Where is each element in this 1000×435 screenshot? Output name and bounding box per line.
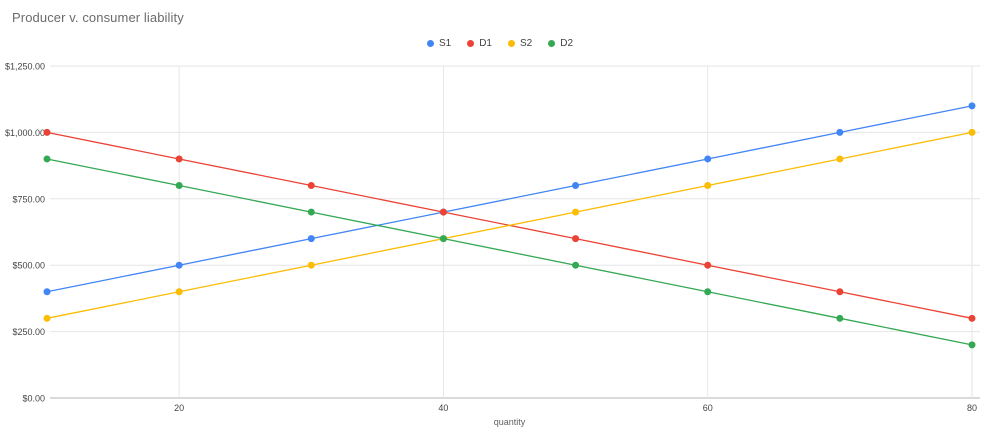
data-point-D1	[968, 314, 976, 322]
data-point-D1	[836, 288, 844, 296]
data-point-S1	[43, 288, 51, 296]
data-point-D1	[43, 128, 51, 136]
series-line-D2	[46, 158, 973, 346]
data-point-D1	[307, 182, 315, 190]
data-point-S2	[307, 261, 315, 269]
x-tick-label: 40	[438, 403, 448, 413]
y-tick-label: $1,250.00	[5, 62, 45, 72]
data-point-D2	[307, 208, 315, 216]
data-point-D2	[836, 314, 844, 322]
legend-item-s2[interactable]: S2	[508, 38, 532, 49]
data-point-S2	[43, 314, 51, 322]
data-point-S2	[175, 288, 183, 296]
data-point-D1	[572, 235, 580, 243]
y-tick-label: $500.00	[12, 261, 45, 271]
y-tick-label: $1,000.00	[5, 128, 45, 138]
data-point-D2	[704, 288, 712, 296]
x-tick-label: 80	[967, 403, 977, 413]
data-point-D2	[43, 155, 51, 163]
legend-label: D2	[560, 38, 574, 49]
series-line-S1	[46, 105, 973, 293]
data-point-D1	[175, 155, 183, 163]
legend-label: S2	[520, 38, 533, 49]
data-point-S2	[572, 208, 580, 216]
data-point-S1	[704, 155, 712, 163]
x-tick-label: 20	[174, 403, 184, 413]
y-tick-label: $250.00	[12, 327, 45, 337]
data-point-S2	[968, 128, 976, 136]
data-point-S1	[307, 235, 315, 243]
data-point-D2	[175, 182, 183, 190]
series-line-S2	[46, 131, 973, 319]
legend-dot-icon	[508, 40, 515, 47]
legend-label: S1	[438, 38, 452, 49]
y-tick-label: $750.00	[12, 194, 45, 204]
data-point-D1	[439, 208, 447, 216]
legend-item-d1[interactable]: D1	[467, 38, 492, 49]
data-point-S1	[175, 261, 183, 269]
legend-label: D1	[479, 38, 492, 49]
legend-dot-icon	[426, 40, 434, 47]
legend-item-d2[interactable]: D2	[548, 38, 573, 49]
x-tick-label: 60	[703, 403, 713, 413]
data-point-S1	[968, 102, 976, 110]
data-point-D2	[572, 261, 580, 269]
y-tick-label: $0.00	[22, 394, 45, 404]
data-point-D1	[704, 261, 712, 269]
legend-dot-icon	[548, 40, 556, 47]
data-point-S2	[704, 182, 712, 190]
data-point-D2	[439, 235, 447, 243]
data-point-S1	[836, 128, 844, 136]
legend: S1 D1 S2 D2	[0, 38, 1000, 49]
legend-dot-icon	[467, 40, 475, 47]
data-point-S1	[572, 182, 580, 190]
data-point-D2	[968, 341, 976, 349]
data-point-S2	[836, 155, 844, 163]
legend-item-s1[interactable]: S1	[426, 38, 452, 49]
x-axis-title: quantity	[494, 417, 526, 427]
chart-title: Producer v. consumer liability	[12, 10, 184, 25]
